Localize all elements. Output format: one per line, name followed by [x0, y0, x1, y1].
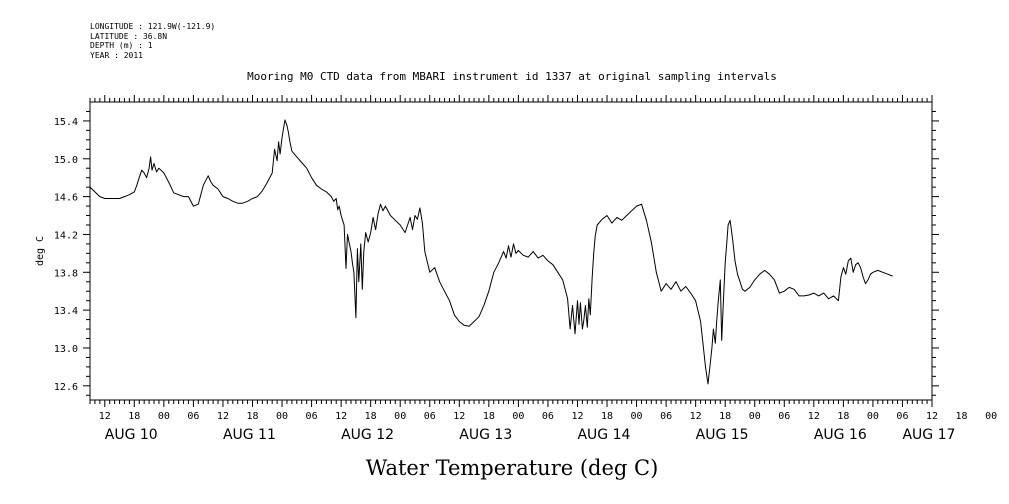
x-date-tick-label: AUG 11 [223, 427, 276, 443]
x-date-tick-label: AUG 16 [814, 427, 867, 443]
x-hour-tick-label: 00 [512, 411, 524, 422]
x-date-tick-label: AUG 10 [105, 427, 158, 443]
x-hour-tick-label: 18 [246, 411, 258, 422]
plot-frame [89, 101, 933, 401]
y-tick-label: 15.0 [54, 155, 78, 166]
x-hour-tick-label: 06 [424, 411, 436, 422]
x-hour-tick-label: 00 [867, 411, 879, 422]
x-hour-tick-label: 12 [690, 411, 702, 422]
x-hour-tick-label: 12 [217, 411, 229, 422]
x-axis: 12 18 00 06 12 18 00 06 12 18 00 06 12 18 00 06 12 18 00 06… [89, 95, 997, 443]
x-hour-tick-label: 12 [335, 411, 347, 422]
x-hour-tick-label: 12 [571, 411, 583, 422]
x-hour-tick-label: 18 [365, 411, 377, 422]
x-hour-tick-label: 18 [128, 411, 140, 422]
dataset-metadata: LONGITUDE : 121.9W(-121.9) LATITUDE : 36… [90, 22, 215, 60]
x-hour-tick-label: 06 [187, 411, 199, 422]
x-hour-tick-label: 12 [808, 411, 820, 422]
x-hour-tick-label: 06 [542, 411, 554, 422]
x-date-tick-label: AUG 13 [459, 427, 512, 443]
y-tick-label: 14.2 [54, 230, 78, 241]
x-hour-tick-label: 12 [99, 411, 111, 422]
x-hour-tick-label: 00 [158, 411, 170, 422]
latitude-text: LATITUDE : 36.8N [90, 31, 168, 41]
y-tick-label: 15.4 [54, 117, 78, 128]
x-hour-tick-label: 06 [306, 411, 318, 422]
x-date-tick-label: AUG 12 [341, 427, 394, 443]
y-tick-label: 12.6 [54, 382, 78, 393]
x-hour-tick-label: 18 [719, 411, 731, 422]
year-text: YEAR : 2011 [90, 50, 143, 60]
y-tick-label: 13.4 [54, 306, 78, 317]
depth-text: DEPTH (m) : 1 [90, 41, 153, 50]
x-date-tick-label: AUG 17 [902, 427, 955, 443]
x-axis-label: Water Temperature (deg C) [366, 456, 659, 480]
x-hour-tick-label: 06 [660, 411, 672, 422]
x-date-tick-label: AUG 14 [577, 427, 630, 443]
y-axis: 15.4 15.0 14.6 14.2 13.8 13.4 13.0 12.6 [54, 110, 939, 396]
x-hour-tick-label: 18 [483, 411, 495, 422]
x-hour-tick-label: 00 [749, 411, 761, 422]
x-hour-tick-label: 00 [631, 411, 643, 422]
series-layer [89, 119, 893, 385]
x-hour-tick-label: 06 [896, 411, 908, 422]
temperature-series-line [89, 119, 893, 385]
chart-title: Mooring M0 CTD data from MBARI instrumen… [247, 70, 777, 83]
x-hour-tick-label: 18 [601, 411, 613, 422]
longitude-text: LONGITUDE : 121.9W(-121.9) [90, 22, 216, 31]
x-hour-tick-label: 00 [394, 411, 406, 422]
x-hour-tick-label: 06 [778, 411, 790, 422]
y-tick-label: 14.6 [54, 193, 78, 204]
x-date-tick-label: AUG 15 [696, 427, 749, 443]
x-hour-tick-label: 18 [956, 411, 968, 422]
y-axis-label: deg C [35, 236, 46, 266]
x-hour-tick-label: 00 [276, 411, 288, 422]
x-hour-tick-label: 12 [926, 411, 938, 422]
y-tick-label: 13.0 [54, 344, 78, 355]
x-hour-tick-label: 18 [837, 411, 849, 422]
y-tick-label: 13.8 [54, 268, 78, 279]
x-hour-tick-label: 12 [453, 411, 465, 422]
x-hour-tick-label: 00 [985, 411, 997, 422]
